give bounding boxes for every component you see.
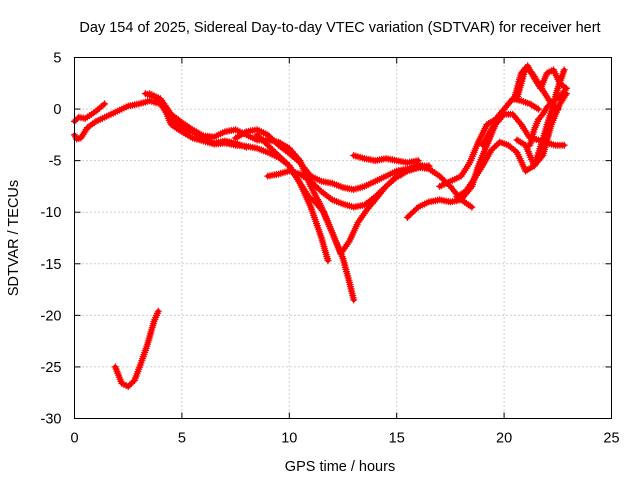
data-point-marker (73, 115, 81, 123)
data-point-marker (410, 208, 418, 215)
data-point-marker (241, 129, 249, 137)
data-point-marker (99, 101, 107, 109)
series-markers (146, 90, 358, 304)
data-point-marker (272, 138, 279, 146)
data-point-marker (90, 119, 98, 127)
x-tick-label: 20 (496, 431, 512, 447)
data-point-marker (562, 84, 570, 92)
data-point-marker (267, 134, 275, 142)
data-point-marker (129, 378, 137, 386)
data-point-marker (154, 307, 162, 315)
series-sat-a (111, 307, 162, 390)
data-point-marker (124, 383, 132, 390)
data-point-marker (384, 181, 392, 189)
x-tick-label: 0 (70, 431, 78, 447)
data-point-marker (548, 98, 556, 106)
data-point-marker (279, 156, 287, 164)
data-point-marker (545, 102, 553, 109)
data-point-marker (494, 140, 502, 148)
series-sat-i (350, 152, 422, 167)
data-point-marker (408, 209, 416, 217)
data-point-marker (294, 157, 302, 165)
data-point-marker (436, 172, 444, 180)
y-tick-label: 0 (53, 102, 61, 118)
data-point-marker (350, 296, 358, 304)
data-point-marker (267, 144, 275, 152)
y-tick-label: -5 (49, 154, 62, 170)
data-point-marker (492, 141, 500, 149)
series-markers (111, 307, 162, 390)
series-sat-p (526, 84, 570, 149)
y-tick-label: -25 (41, 360, 62, 376)
x-tick-label: 10 (281, 431, 297, 447)
data-point-marker (127, 379, 135, 387)
y-axis-label: SDTVAR / TECUs (6, 180, 22, 296)
data-point-marker (546, 100, 554, 108)
series-markers (350, 152, 422, 167)
data-point-marker (265, 132, 273, 140)
x-tick-labels: 0 5 10 15 20 25 (70, 431, 619, 447)
data-point-marker (403, 213, 411, 221)
y-tick-label: 5 (53, 51, 61, 67)
chart-title: Day 154 of 2025, Sidereal Day-to-day VTE… (79, 20, 600, 36)
data-point-marker (560, 141, 568, 149)
data-point-marker (560, 66, 568, 74)
data-point-marker (265, 143, 273, 151)
series-markers (253, 131, 476, 257)
x-tick-label: 25 (603, 431, 619, 447)
x-axis-label: GPS time / hours (285, 459, 395, 475)
data-point-marker (413, 205, 421, 212)
data-point-marker (503, 102, 511, 110)
y-tick-labels: 5 0 -5 -10 -15 -20 -25 -30 (41, 51, 62, 428)
data-series (71, 62, 570, 390)
data-point-marker (272, 149, 279, 156)
series-markers (71, 100, 109, 125)
series-markers (526, 84, 570, 149)
data-point-marker (308, 179, 316, 187)
data-point-marker (535, 105, 542, 113)
data-point-marker (278, 154, 286, 162)
data-point-marker (543, 103, 551, 111)
y-tick-label: -30 (41, 412, 62, 428)
data-point-marker (381, 184, 389, 192)
data-point-marker (468, 203, 476, 211)
data-point-marker (487, 146, 495, 154)
data-point-marker (516, 119, 524, 127)
data-point-marker (324, 257, 332, 265)
x-tick-label: 5 (178, 431, 186, 447)
data-point-marker (489, 145, 497, 153)
data-point-marker (414, 157, 422, 165)
data-point-marker (261, 138, 269, 146)
data-point-marker (310, 180, 318, 188)
data-point-marker (101, 100, 109, 108)
series-sat-h (253, 131, 476, 257)
data-point-marker (318, 207, 326, 214)
data-point-marker (315, 185, 322, 193)
y-tick-label: -10 (41, 205, 62, 221)
data-point-marker (256, 134, 264, 142)
data-point-marker (537, 153, 545, 161)
data-point-marker (511, 147, 519, 155)
plot-frame (74, 57, 612, 419)
data-point-marker (561, 86, 569, 94)
y-tick-label: -15 (41, 257, 62, 273)
x-tick-label: 15 (389, 431, 405, 447)
data-point-marker (273, 150, 281, 158)
y-tick-label: -20 (41, 308, 62, 324)
series-sat-c (71, 100, 109, 125)
data-point-marker (255, 132, 263, 140)
data-point-marker (126, 381, 134, 389)
data-point-marker (310, 197, 317, 205)
